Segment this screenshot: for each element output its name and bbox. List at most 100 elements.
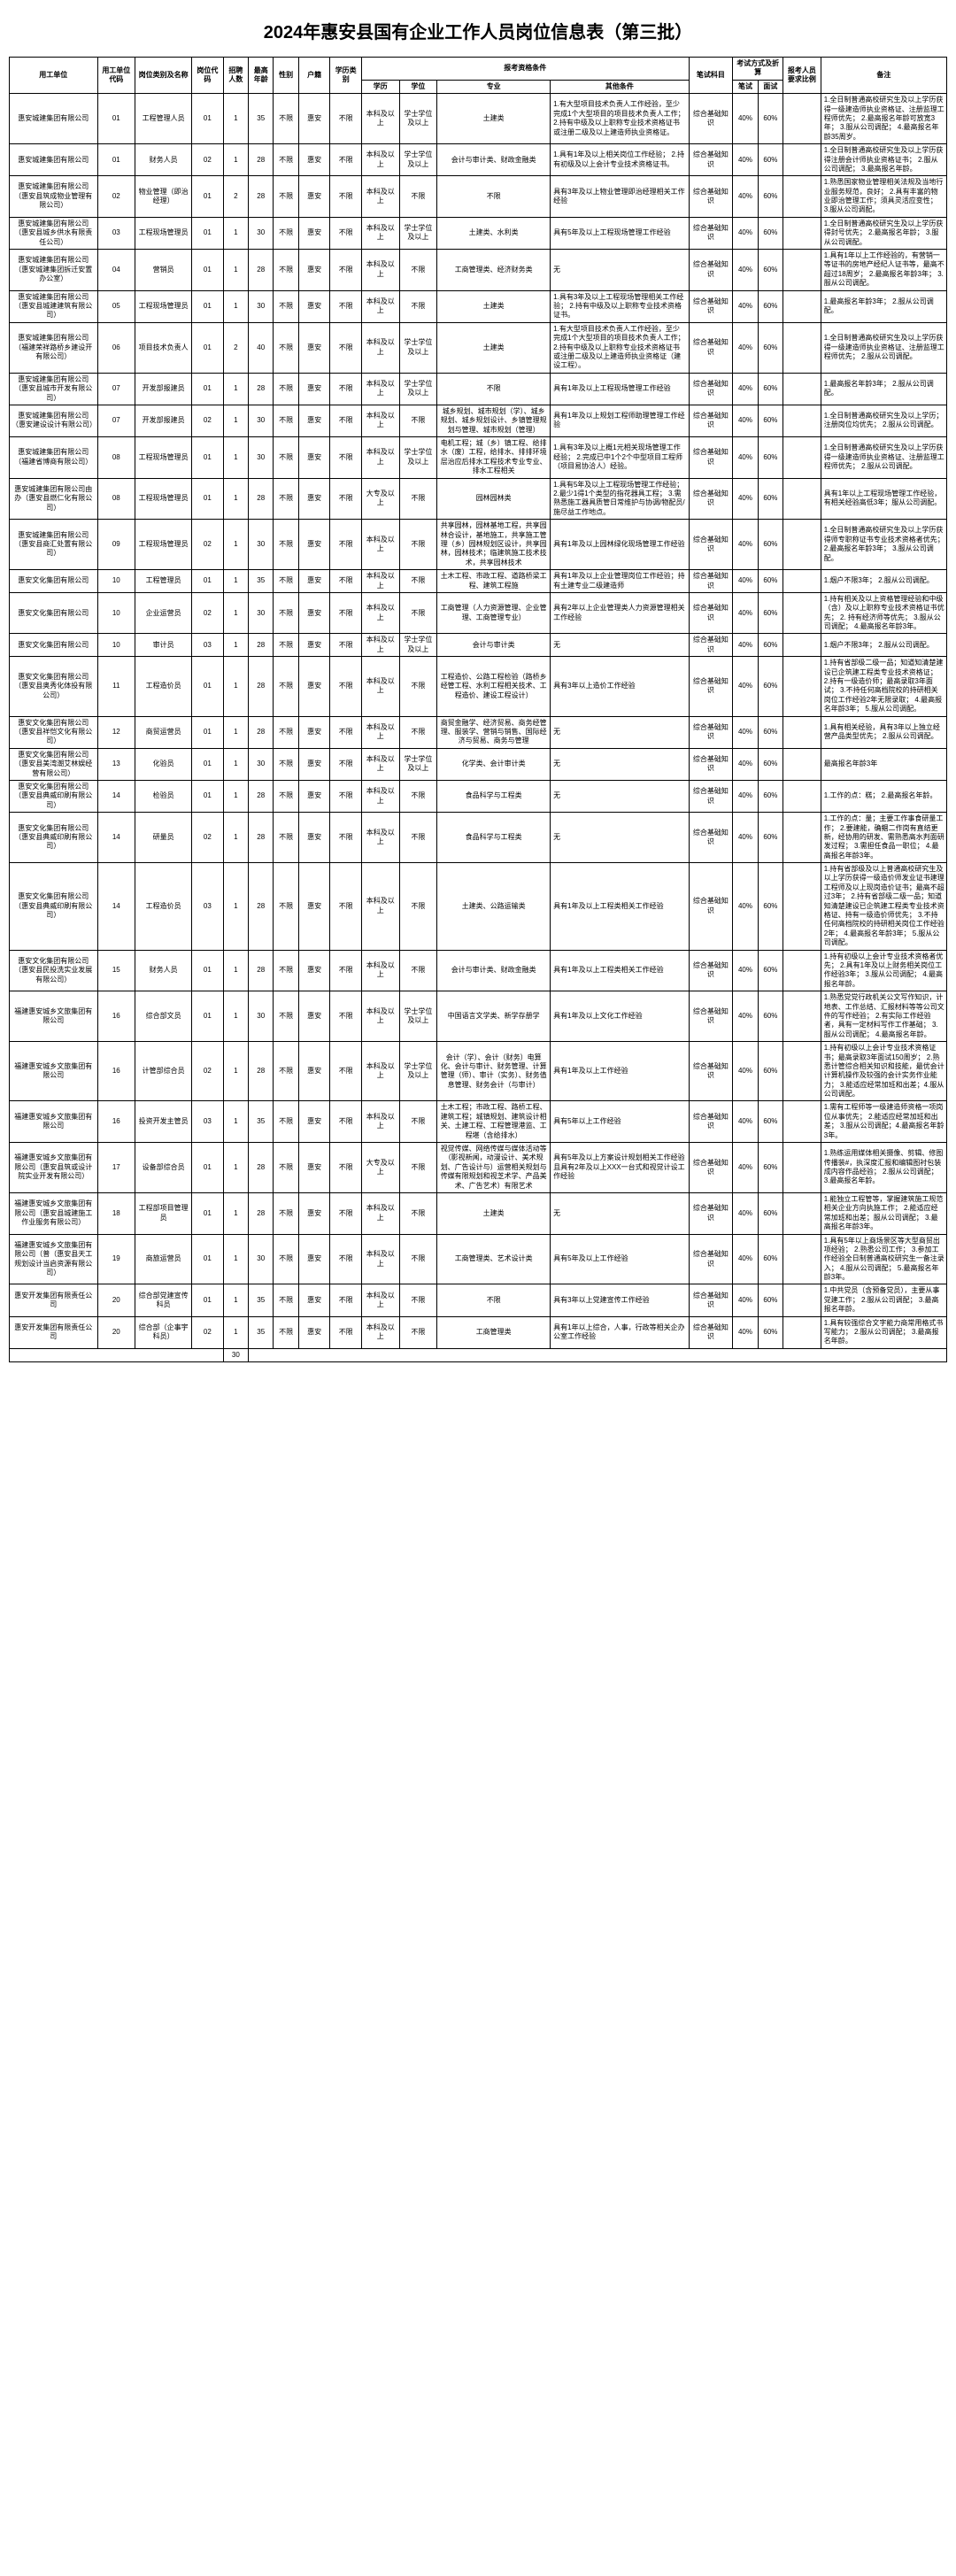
cell-pos-name: 工程现场管理员 [135,217,192,249]
table-row: 惠安文化集团有限公司10企业运营员02130不限惠安不限本科及以上不限工商管理（… [10,592,947,634]
cell-major: 城乡规划、城市规划（学）、城乡规划、城乡规划设计、乡镇管理规划与管理、城市规划（… [437,405,551,436]
cell-employer: 惠安文化集团有限公司（惠安县典威印刷有限公司） [10,863,98,951]
cell-xuewei: 学士学位及以上 [399,1042,437,1101]
th-exam-method: 考试方式及折算 [733,58,783,81]
cell-ratio [783,1234,821,1284]
cell-sex: 不限 [274,1192,298,1234]
cell-interview: 60% [758,94,783,144]
table-row: 惠安文化集团有限公司（惠安县民投洗实业发展有限公司）15财务人员01128不限惠… [10,950,947,991]
cell-major: 不限 [437,176,551,218]
cell-employer: 惠安城建集团有限公司（惠安县筑成物业管理有限公司） [10,176,98,218]
cell-edu: 本科及以上 [361,863,399,951]
table-row: 福建惠安城乡文旅集团有限公司（惠安县城建施工作业服务有限公司）18工程部项目管理… [10,1192,947,1234]
cell-xuewei: 不限 [399,250,437,291]
cell-age: 35 [249,1284,274,1316]
cell-interview: 60% [758,780,783,812]
th-pos-code: 岗位代码 [192,58,224,94]
cell-other: 具有5年及以上工作经验 [551,1234,689,1284]
cell-emp-code: 12 [97,716,135,748]
cell-xuewei: 不限 [399,1143,437,1193]
cell-xuewei: 不限 [399,1316,437,1348]
cell-xuewei: 学士学位及以上 [399,748,437,780]
cell-deg-cat: 不限 [330,250,362,291]
cell-employer: 惠安文化集团有限公司（惠安县民投洗实业发展有限公司） [10,950,98,991]
cell-pos-code: 01 [192,1192,224,1234]
cell-written: 40% [733,1234,758,1284]
cell-age: 30 [249,405,274,436]
cell-employer: 福建惠安城乡文旅集团有限公司 [10,1101,98,1143]
cell-other: 无 [551,780,689,812]
cell-pos-code: 01 [192,657,224,716]
cell-employer: 惠安城建集团有限公司（惠安县商汇处置有限公司） [10,520,98,570]
table-row: 惠安城建集团有限公司（惠安县城市开发有限公司）07开发部报建员01128不限惠安… [10,373,947,405]
cell-employer: 惠安文化集团有限公司（惠安县典威印刷有限公司） [10,813,98,863]
cell-written: 40% [733,991,758,1042]
cell-emp-code: 14 [97,813,135,863]
cell-ratio [783,657,821,716]
cell-hukou: 惠安 [298,950,330,991]
cell-num: 2 [223,176,248,218]
cell-edu: 本科及以上 [361,657,399,716]
cell-hukou: 惠安 [298,1284,330,1316]
table-row: 惠安文化集团有限公司10审计员03128不限惠安不限本科及以上学士学位及以上会计… [10,634,947,657]
cell-xuewei: 不限 [399,176,437,218]
cell-edu: 本科及以上 [361,520,399,570]
cell-major: 不限 [437,1284,551,1316]
cell-remark: 1.持有相关及以上资格管理经验和中级（含）及以上职称专业技术资格证书优先； 2.… [821,592,946,634]
cell-edu: 本科及以上 [361,176,399,218]
cell-exam-sub: 综合基础知识 [689,570,733,593]
cell-deg-cat: 不限 [330,1042,362,1101]
cell-employer: 惠安城建集团有限公司（福建省博商有限公司） [10,437,98,479]
cell-ratio [783,405,821,436]
cell-ratio [783,478,821,520]
cell-emp-code: 17 [97,1143,135,1193]
cell-exam-sub: 综合基础知识 [689,592,733,634]
cell-age: 28 [249,373,274,405]
cell-edu: 本科及以上 [361,748,399,780]
cell-num: 1 [223,863,248,951]
cell-pos-name: 商贸运营员 [135,716,192,748]
cell-major: 工商管理类、艺术设计类 [437,1234,551,1284]
cell-num: 1 [223,716,248,748]
cell-ratio [783,863,821,951]
cell-xuewei: 不限 [399,478,437,520]
cell-major: 会计与审计类、财政金融类 [437,144,551,176]
cell-exam-sub: 综合基础知识 [689,1284,733,1316]
cell-xuewei: 不限 [399,780,437,812]
cell-age: 40 [249,322,274,373]
cell-xuewei: 不限 [399,520,437,570]
cell-num: 1 [223,780,248,812]
cell-num: 1 [223,94,248,144]
cell-deg-cat: 不限 [330,1143,362,1193]
cell-major: 土建类 [437,94,551,144]
cell-deg-cat: 不限 [330,478,362,520]
cell-pos-name: 工程造价员 [135,863,192,951]
cell-pos-code: 02 [192,520,224,570]
cell-major: 会计与审计类 [437,634,551,657]
cell-interview: 60% [758,176,783,218]
cell-written: 40% [733,716,758,748]
cell-emp-code: 08 [97,478,135,520]
cell-exam-sub: 综合基础知识 [689,634,733,657]
cell-other: 具有3年以上造价工作经验 [551,657,689,716]
cell-num: 1 [223,1143,248,1193]
cell-other: 具有2年以上企业管理类人力资源管理相关工作经验 [551,592,689,634]
cell-major: 土建类、公路运输类 [437,863,551,951]
cell-age: 28 [249,716,274,748]
cell-exam-sub: 综合基础知识 [689,94,733,144]
table-row: 福建惠安城乡文旅集团有限公司（惠安县筑或设计院实业开发有限公司）17设备部综合员… [10,1143,947,1193]
th-employer: 用工单位 [10,58,98,94]
cell-pos-name: 企业运营员 [135,592,192,634]
cell-pos-code: 01 [192,478,224,520]
cell-edu: 本科及以上 [361,405,399,436]
cell-sex: 不限 [274,813,298,863]
cell-hukou: 惠安 [298,592,330,634]
cell-edu: 本科及以上 [361,94,399,144]
cell-written: 40% [733,176,758,218]
cell-emp-code: 05 [97,290,135,322]
cell-xuewei: 学士学位及以上 [399,144,437,176]
cell-edu: 本科及以上 [361,570,399,593]
cell-major: 工商管理类、经济财务类 [437,250,551,291]
table-row: 惠安城建集团有限公司（惠安县商汇处置有限公司）09工程现场管理员02130不限惠… [10,520,947,570]
cell-written: 40% [733,437,758,479]
